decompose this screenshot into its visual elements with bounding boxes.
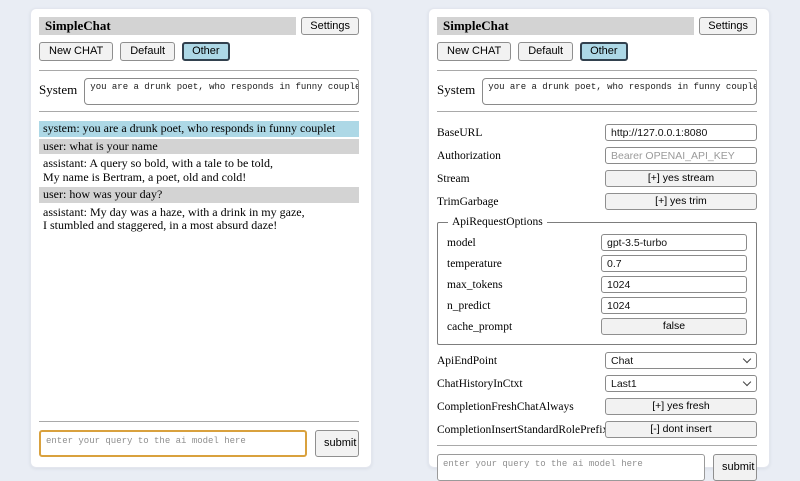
baseurl-input[interactable] <box>605 124 757 141</box>
setting-label: ApiEndPoint <box>437 354 498 367</box>
chat-panel: SimpleChat Settings New CHAT Default Oth… <box>30 8 372 468</box>
setting-row-n-predict: n_predict <box>447 297 747 314</box>
chevron-down-icon <box>742 377 752 387</box>
divider <box>437 70 757 71</box>
setting-label: Authorization <box>437 149 501 162</box>
settings-button[interactable]: Settings <box>301 17 359 35</box>
tab-new-chat[interactable]: New CHAT <box>437 42 512 61</box>
system-prompt-textarea[interactable]: you are a drunk poet, who responds in fu… <box>84 78 359 105</box>
api-request-options-fieldset: ApiRequestOptions model temperature max_… <box>437 216 757 345</box>
setting-label: temperature <box>447 257 502 270</box>
divider <box>437 111 757 112</box>
app-title: SimpleChat <box>437 17 695 35</box>
apiendpoint-select[interactable]: Chat <box>605 352 757 369</box>
settings-button[interactable]: Settings <box>699 17 757 35</box>
setting-row-max-tokens: max_tokens <box>447 276 747 293</box>
selected-option: Chat <box>611 354 634 367</box>
chat-message-user: user: how was your day? <box>39 187 359 203</box>
tab-other[interactable]: Other <box>182 42 230 61</box>
session-tabs: New CHAT Default Other <box>39 42 359 61</box>
setting-label: ChatHistoryInCtxt <box>437 377 523 390</box>
divider <box>39 111 359 112</box>
setting-label: CompletionFreshChatAlways <box>437 400 574 413</box>
divider <box>39 421 359 422</box>
setting-row-model: model <box>447 234 747 251</box>
submit-button[interactable]: submit <box>315 430 359 457</box>
submit-button[interactable]: submit <box>713 454 757 481</box>
chat-message-assistant: assistant: A query so bold, with a tale … <box>39 156 359 185</box>
setting-row-cache-prompt: cache_prompt false <box>447 318 747 335</box>
setting-row-baseurl: BaseURL <box>437 124 757 141</box>
query-row: submit <box>437 454 757 481</box>
system-label: System <box>437 82 476 97</box>
chat-history: system: you are a drunk poet, who respon… <box>39 121 359 236</box>
system-prompt-row: System you are a drunk poet, who respond… <box>39 78 359 105</box>
tab-default[interactable]: Default <box>518 42 574 61</box>
tab-new-chat[interactable]: New CHAT <box>39 42 114 61</box>
app-title: SimpleChat <box>39 17 297 35</box>
trimgarbage-toggle-button[interactable]: [+] yes trim <box>605 193 757 210</box>
setting-label: CompletionInsertStandardRolePrefix <box>437 423 605 436</box>
max-tokens-input[interactable] <box>601 276 747 293</box>
setting-row-chathistoryinctxt: ChatHistoryInCtxt Last1 <box>437 375 757 392</box>
tab-other[interactable]: Other <box>580 42 628 61</box>
session-tabs: New CHAT Default Other <box>437 42 757 61</box>
setting-row-completionfreshchatalways: CompletionFreshChatAlways [+] yes fresh <box>437 398 757 415</box>
chevron-down-icon <box>742 354 752 364</box>
divider <box>437 445 757 446</box>
system-prompt-textarea[interactable]: you are a drunk poet, who responds in fu… <box>482 78 757 105</box>
chathistoryinctxt-select[interactable]: Last1 <box>605 375 757 392</box>
system-label: System <box>39 82 78 97</box>
setting-label: TrimGarbage <box>437 195 499 208</box>
setting-row-trimgarbage: TrimGarbage [+] yes trim <box>437 193 757 210</box>
header-row: SimpleChat Settings <box>39 17 359 35</box>
setting-label: model <box>447 236 476 249</box>
chat-message-user: user: what is your name <box>39 138 359 154</box>
setting-row-completioninsertstandardroleprefix: CompletionInsertStandardRolePrefix [-] d… <box>437 421 757 438</box>
settings-panel: SimpleChat Settings New CHAT Default Oth… <box>428 8 770 481</box>
n-predict-input[interactable] <box>601 297 747 314</box>
query-input[interactable] <box>39 430 307 457</box>
chat-message-system: system: you are a drunk poet, who respon… <box>39 121 359 137</box>
cache-prompt-toggle-button[interactable]: false <box>601 318 747 335</box>
chat-message-assistant: assistant: My day was a haze, with a dri… <box>39 204 359 234</box>
settings-list: BaseURL Authorization Stream [+] yes str… <box>437 121 757 441</box>
setting-label: max_tokens <box>447 278 503 291</box>
tab-default[interactable]: Default <box>120 42 176 61</box>
selected-option: Last1 <box>611 377 637 390</box>
completion-fresh-chat-toggle-button[interactable]: [+] yes fresh <box>605 398 757 415</box>
setting-label: cache_prompt <box>447 320 513 333</box>
header-row: SimpleChat Settings <box>437 17 757 35</box>
fieldset-legend: ApiRequestOptions <box>452 216 543 228</box>
setting-label: Stream <box>437 172 470 185</box>
setting-row-authorization: Authorization <box>437 147 757 164</box>
stream-toggle-button[interactable]: [+] yes stream <box>605 170 757 187</box>
divider <box>39 70 359 71</box>
setting-label: BaseURL <box>437 126 483 139</box>
setting-row-temperature: temperature <box>447 255 747 272</box>
query-input[interactable] <box>437 454 705 481</box>
authorization-input[interactable] <box>605 147 757 164</box>
temperature-input[interactable] <box>601 255 747 272</box>
setting-row-apiendpoint: ApiEndPoint Chat <box>437 352 757 369</box>
query-row: submit <box>39 430 359 457</box>
spacer <box>39 236 359 418</box>
setting-label: n_predict <box>447 299 491 312</box>
completion-insert-roleprefix-toggle-button[interactable]: [-] dont insert <box>605 421 757 438</box>
system-prompt-row: System you are a drunk poet, who respond… <box>437 78 757 105</box>
setting-row-stream: Stream [+] yes stream <box>437 170 757 187</box>
model-input[interactable] <box>601 234 747 251</box>
